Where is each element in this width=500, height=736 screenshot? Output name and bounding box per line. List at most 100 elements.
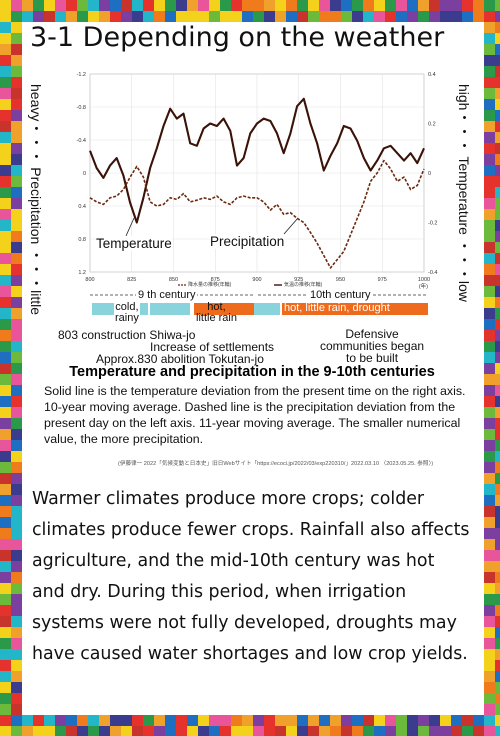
border-tile bbox=[55, 11, 66, 22]
border-tile bbox=[484, 22, 495, 33]
border-tile bbox=[495, 242, 500, 253]
border-tile bbox=[484, 594, 495, 605]
border-tile bbox=[121, 0, 132, 11]
border-tile bbox=[0, 638, 11, 649]
border-tile bbox=[11, 154, 22, 165]
border-tile bbox=[66, 726, 77, 736]
border-tile bbox=[0, 561, 11, 572]
right-tick-label: 0.2 bbox=[428, 122, 436, 128]
border-tile bbox=[0, 44, 11, 55]
border-tile bbox=[187, 0, 198, 11]
border-tile bbox=[385, 0, 396, 11]
border-tile bbox=[0, 0, 11, 11]
right-axis-ticks: 0.4 0.2 0 -0.2 -0.4 bbox=[428, 72, 437, 276]
border-tile bbox=[484, 132, 495, 143]
border-tile bbox=[495, 726, 500, 736]
border-tile bbox=[99, 726, 110, 736]
border-tile bbox=[495, 561, 500, 572]
border-tile bbox=[11, 374, 22, 385]
border-tile bbox=[484, 341, 495, 352]
border-tile bbox=[484, 396, 495, 407]
border-tile bbox=[495, 616, 500, 627]
border-tile bbox=[11, 627, 22, 638]
content-panel: 3-1 Depending on the weather 800 825 850 87… bbox=[22, 22, 478, 714]
chart-series bbox=[89, 97, 426, 296]
border-tile bbox=[110, 726, 121, 736]
border-tile bbox=[11, 77, 22, 88]
precipitation-pointer bbox=[283, 217, 299, 235]
border-tile bbox=[0, 110, 11, 121]
border-tile bbox=[220, 715, 231, 726]
border-tile bbox=[495, 407, 500, 418]
border-tile bbox=[484, 330, 495, 341]
border-tile bbox=[0, 330, 11, 341]
border-tile bbox=[264, 11, 275, 22]
border-tile bbox=[11, 594, 22, 605]
border-tile bbox=[484, 517, 495, 528]
border-tile bbox=[220, 726, 231, 736]
border-tile bbox=[11, 484, 22, 495]
border-tile bbox=[88, 726, 99, 736]
border-tile bbox=[297, 726, 308, 736]
border-tile bbox=[132, 0, 143, 11]
event-settlements: Increase of settlements bbox=[150, 340, 275, 354]
border-tile bbox=[330, 726, 341, 736]
border-tile bbox=[11, 660, 22, 671]
border-tile bbox=[341, 715, 352, 726]
border-tile bbox=[495, 418, 500, 429]
border-tile bbox=[418, 726, 429, 736]
border-tile bbox=[11, 561, 22, 572]
border-tile bbox=[484, 275, 495, 286]
border-tile bbox=[0, 660, 11, 671]
border-tile bbox=[484, 572, 495, 583]
border-tile bbox=[484, 99, 495, 110]
border-tile bbox=[484, 649, 495, 660]
left-tick-label: -0.8 bbox=[77, 105, 86, 111]
border-tile bbox=[165, 715, 176, 726]
border-tile bbox=[429, 726, 440, 736]
border-tile bbox=[0, 506, 11, 517]
border-tile bbox=[385, 726, 396, 736]
border-tile bbox=[484, 704, 495, 715]
border-tile bbox=[11, 165, 22, 176]
era-hot-label: hot, little rain bbox=[196, 301, 237, 324]
border-tile bbox=[11, 605, 22, 616]
border-tile bbox=[22, 11, 33, 22]
border-tile bbox=[11, 187, 22, 198]
border-tile bbox=[0, 418, 11, 429]
border-tile bbox=[495, 253, 500, 264]
border-tile bbox=[11, 583, 22, 594]
border-tile bbox=[330, 11, 341, 22]
border-tile bbox=[11, 649, 22, 660]
border-tile bbox=[495, 451, 500, 462]
border-tile bbox=[495, 704, 500, 715]
x-tick-label: 925 bbox=[294, 277, 303, 283]
border-tile bbox=[11, 220, 22, 231]
border-tile bbox=[495, 550, 500, 561]
border-tile bbox=[55, 726, 66, 736]
border-tile bbox=[0, 495, 11, 506]
border-tile bbox=[253, 11, 264, 22]
border-tile bbox=[495, 77, 500, 88]
border-tile bbox=[77, 11, 88, 22]
border-tile bbox=[231, 715, 242, 726]
border-tile bbox=[374, 11, 385, 22]
border-tile bbox=[484, 165, 495, 176]
border-tile bbox=[11, 176, 22, 187]
border-tile bbox=[363, 726, 374, 736]
border-tile bbox=[484, 605, 495, 616]
border-tile bbox=[495, 132, 500, 143]
border-tile bbox=[484, 88, 495, 99]
border-tile bbox=[352, 11, 363, 22]
x-tick-label: 900 bbox=[252, 277, 261, 283]
border-tile bbox=[0, 165, 11, 176]
border-tile bbox=[495, 473, 500, 484]
border-tile bbox=[0, 231, 11, 242]
border-tile bbox=[0, 451, 11, 462]
border-tile bbox=[429, 11, 440, 22]
border-tile bbox=[0, 275, 11, 286]
border-tile bbox=[44, 726, 55, 736]
border-tile bbox=[99, 715, 110, 726]
border-tile bbox=[66, 715, 77, 726]
